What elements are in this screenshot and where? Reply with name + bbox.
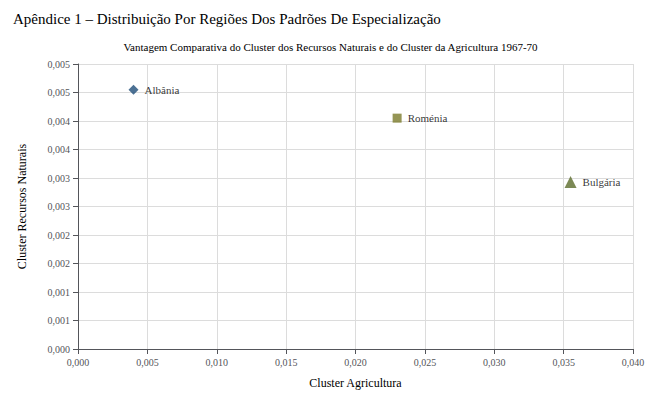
svg-text:Apêndice 1 – Distribuição Por: Apêndice 1 – Distribuição Por Regiões Do…: [13, 11, 441, 27]
svg-text:0,003: 0,003: [48, 173, 71, 184]
svg-text:0,010: 0,010: [206, 357, 229, 368]
svg-text:0,004: 0,004: [48, 144, 71, 155]
svg-text:0,035: 0,035: [552, 357, 575, 368]
svg-text:0,000: 0,000: [67, 357, 90, 368]
svg-text:0,001: 0,001: [48, 315, 71, 326]
svg-text:0,030: 0,030: [483, 357, 506, 368]
svg-text:0,002: 0,002: [48, 230, 71, 241]
svg-text:0,020: 0,020: [344, 357, 367, 368]
svg-text:Albânia: Albânia: [145, 84, 180, 96]
svg-text:Bulgária: Bulgária: [583, 176, 621, 188]
svg-text:0,001: 0,001: [48, 287, 71, 298]
svg-text:0,004: 0,004: [48, 116, 71, 127]
svg-text:0,025: 0,025: [414, 357, 437, 368]
svg-text:0,000: 0,000: [48, 344, 71, 355]
svg-text:Vantagem Comparativa do Cluste: Vantagem Comparativa do Cluster dos Recu…: [123, 41, 538, 53]
svg-text:Cluster Agricultura: Cluster Agricultura: [309, 376, 402, 390]
svg-text:0,002: 0,002: [48, 258, 71, 269]
svg-text:0,005: 0,005: [48, 87, 71, 98]
svg-text:Cluster Recursos Naturais: Cluster Recursos Naturais: [15, 144, 29, 270]
svg-text:Roménia: Roménia: [408, 112, 448, 124]
svg-text:0,005: 0,005: [136, 357, 159, 368]
svg-text:0,015: 0,015: [275, 357, 298, 368]
svg-text:0,005: 0,005: [48, 59, 71, 70]
svg-text:0,040: 0,040: [622, 357, 645, 368]
svg-text:0,003: 0,003: [48, 201, 71, 212]
